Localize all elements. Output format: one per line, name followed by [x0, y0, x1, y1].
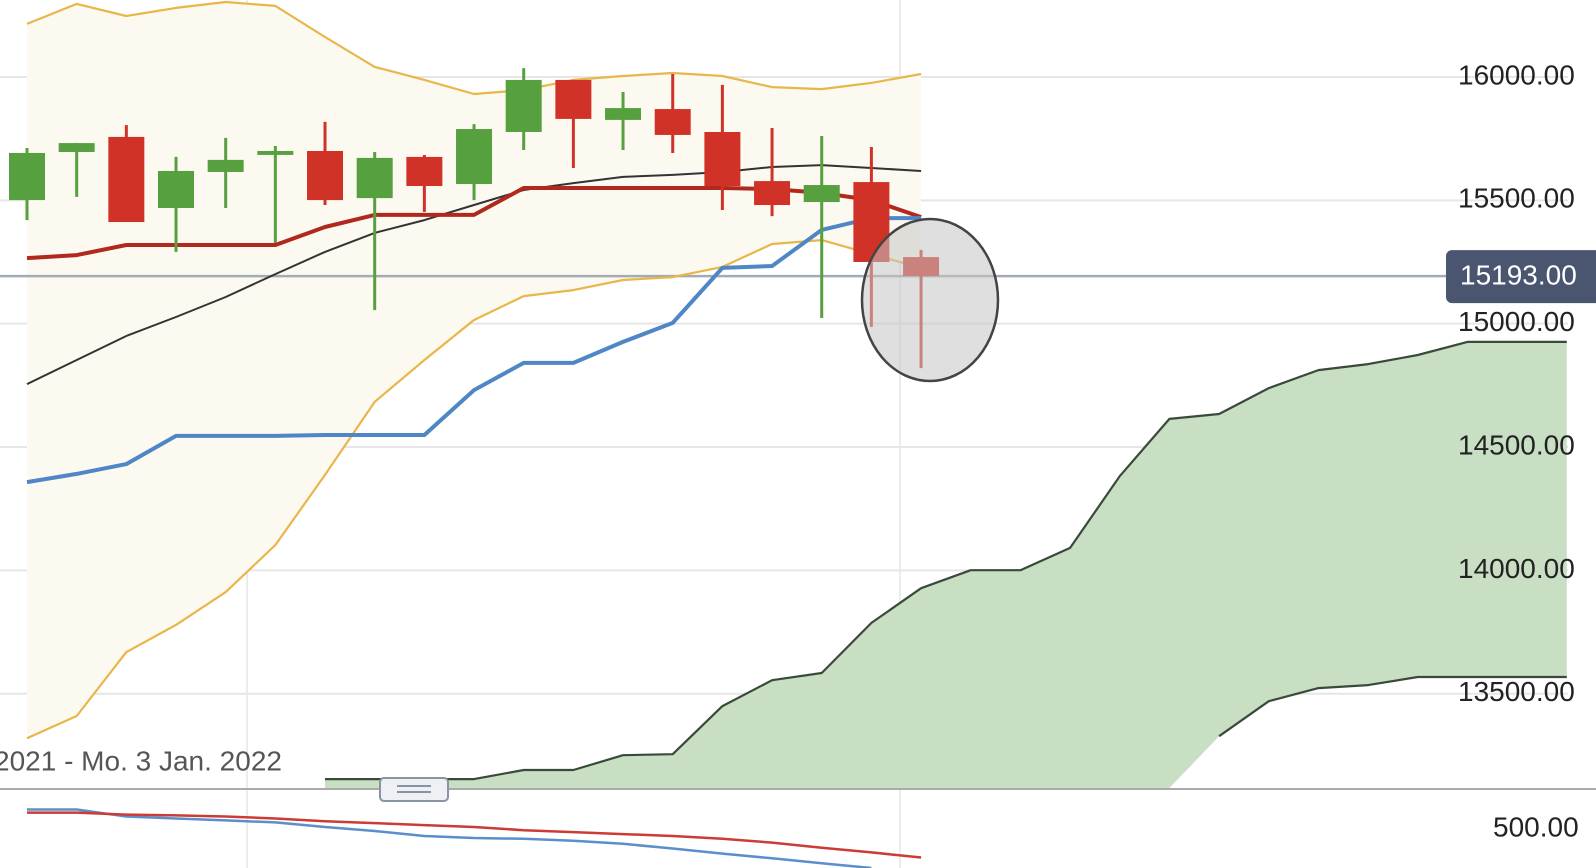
candle-body — [158, 170, 195, 208]
indicator-line — [325, 340, 1567, 781]
highlight-circle — [860, 217, 1000, 383]
last-price-label: 15193.00 — [1460, 259, 1577, 290]
candle-body — [356, 157, 393, 199]
y-tick-label: 15000.00 — [1458, 306, 1575, 337]
candle-body — [9, 152, 45, 201]
date-range: 2021 - Mo. 3 Jan. 2022 — [0, 745, 282, 776]
y-tick-label: 14000.00 — [1458, 553, 1575, 584]
candle-body — [406, 156, 443, 187]
indicator-line — [26, 216, 922, 485]
y-tick-label: 13500.00 — [1458, 676, 1575, 707]
candle-body — [803, 185, 840, 203]
candle-body — [704, 131, 741, 187]
last-price-badge — [1446, 250, 1596, 304]
indicator-line — [27, 808, 872, 868]
candle-body — [605, 108, 642, 120]
band-fill — [27, 1, 922, 739]
cloud-fill — [325, 341, 1567, 788]
indicator-line — [26, 239, 922, 740]
indicator-line — [27, 811, 922, 859]
candle-body — [505, 79, 542, 132]
candle-body — [307, 150, 344, 201]
candle-body — [754, 181, 791, 206]
y-tick-label: 16000.00 — [1458, 59, 1575, 90]
y-tick-label: 500.00 — [1493, 811, 1579, 842]
y-tick-label: 15500.00 — [1458, 183, 1575, 214]
scroll-handle[interactable] — [379, 777, 449, 802]
indicator-line — [1218, 675, 1567, 738]
candle-body — [108, 136, 145, 223]
candle-body — [207, 159, 244, 172]
y-tick-label: 14500.00 — [1458, 429, 1575, 460]
candle-body — [257, 150, 294, 155]
candle-body — [456, 129, 493, 185]
candle-body — [555, 79, 592, 119]
candle-body — [654, 109, 691, 135]
indicator-line — [26, 0, 922, 96]
candle-body — [58, 143, 95, 152]
